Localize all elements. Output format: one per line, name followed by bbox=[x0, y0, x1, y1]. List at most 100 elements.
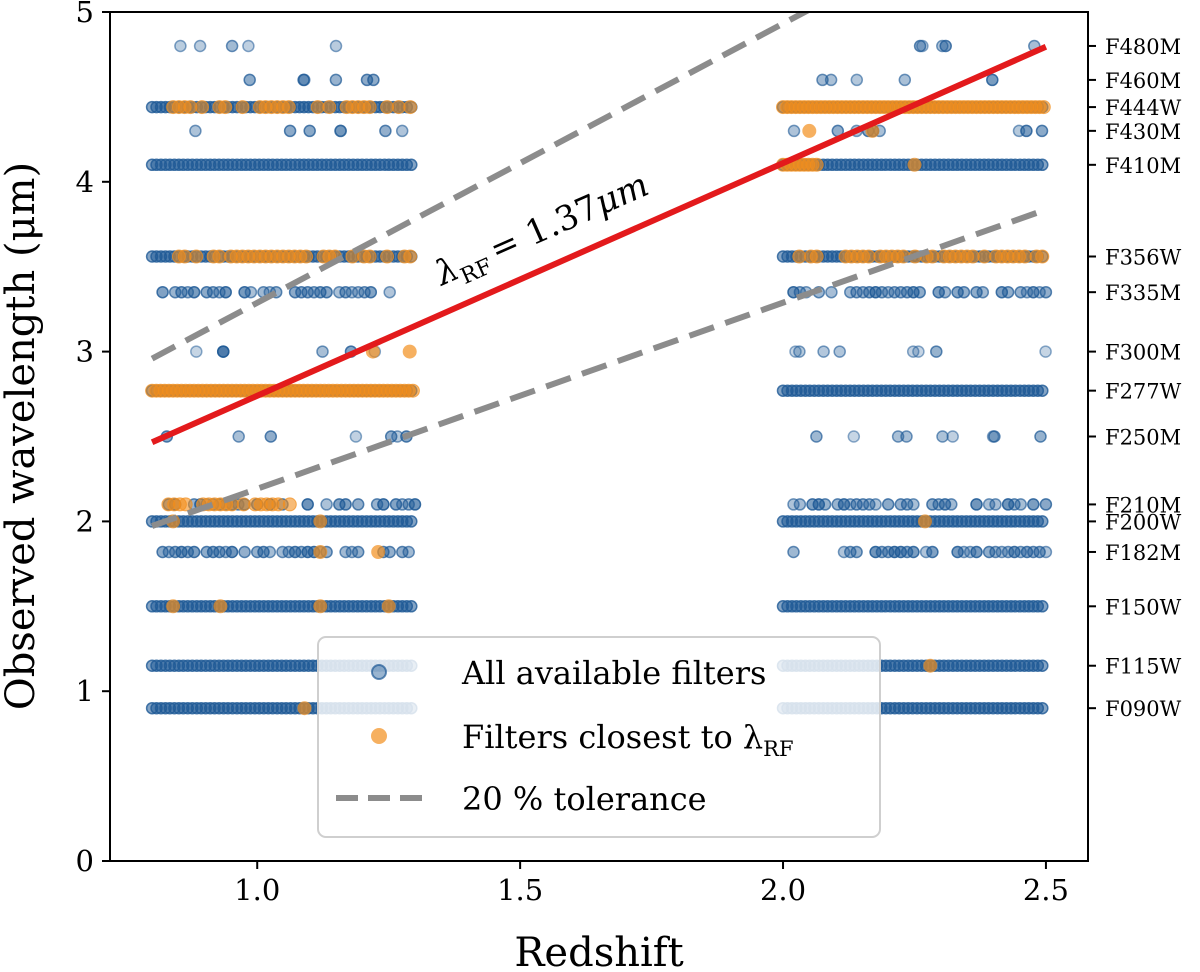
point-closest-2 bbox=[166, 599, 181, 614]
point-all-f210m bbox=[1039, 498, 1053, 511]
point-all-f210m bbox=[301, 498, 314, 511]
point-all-f335m bbox=[951, 285, 964, 299]
x-tick-label: 1.0 bbox=[234, 873, 280, 907]
filter-label-f277w: F277W bbox=[1105, 380, 1182, 404]
point-all-f460m bbox=[367, 73, 380, 87]
point-all-f335m bbox=[825, 285, 838, 299]
point-all-f480m bbox=[913, 39, 927, 53]
point-closest-band-6 bbox=[809, 249, 824, 264]
point-all-f182m bbox=[1008, 545, 1021, 559]
point-all-f210m bbox=[970, 498, 983, 511]
point-all-f335m bbox=[875, 285, 889, 299]
point-closest-band-6 bbox=[792, 249, 807, 264]
point-all-f335m bbox=[957, 285, 971, 299]
filter-label-f200w: F200W bbox=[1105, 510, 1182, 534]
point-all-f335m bbox=[1039, 285, 1053, 299]
point-all-f430m bbox=[189, 124, 202, 138]
y-tick-label: 3 bbox=[76, 335, 94, 369]
point-all-f182m bbox=[844, 545, 857, 559]
filter-label-f430m: F430M bbox=[1105, 120, 1181, 144]
point-all-f210m bbox=[389, 498, 403, 511]
point-all-f335m bbox=[850, 285, 863, 299]
point-all-f210m bbox=[881, 498, 895, 511]
point-all-f250m bbox=[810, 430, 823, 443]
point-all-f210m bbox=[1008, 498, 1021, 511]
legend-label-closest-filters: Filters closest to λRF bbox=[462, 718, 794, 761]
point-closest-band-6 bbox=[861, 249, 876, 264]
point-all-f182m bbox=[383, 545, 396, 559]
point-closest-12 bbox=[402, 344, 417, 359]
filter-label-f150w: F150W bbox=[1105, 595, 1182, 619]
point-all-f182m bbox=[1020, 545, 1034, 559]
point-all-f335m bbox=[1027, 285, 1040, 299]
point-all-f335m bbox=[995, 285, 1009, 299]
point-all-f277w bbox=[1036, 384, 1049, 397]
point-closest-band-1 bbox=[380, 249, 395, 264]
point-all-f460m bbox=[850, 73, 864, 87]
point-all-f250m bbox=[232, 430, 245, 443]
point-closest-5 bbox=[381, 599, 396, 614]
point-all-f210m bbox=[1027, 498, 1040, 511]
point-all-f335m bbox=[351, 285, 365, 299]
legend-marker-all-filters bbox=[371, 664, 387, 680]
point-all-f250m bbox=[349, 430, 363, 443]
point-all-f430m bbox=[1035, 124, 1049, 138]
point-all-f480m bbox=[193, 39, 207, 53]
point-all-f430m bbox=[395, 124, 409, 138]
point-all-f300m bbox=[930, 345, 943, 358]
point-all-f430m bbox=[379, 124, 392, 138]
point-all-f300m bbox=[833, 345, 846, 358]
point-all-f210m bbox=[945, 498, 958, 511]
point-all-f300m bbox=[1039, 345, 1052, 358]
point-all-f335m bbox=[364, 285, 378, 299]
point-all-f182m bbox=[907, 545, 920, 559]
point-all-f182m bbox=[926, 545, 939, 559]
point-closest-band-1 bbox=[362, 249, 377, 264]
point-all-f300m bbox=[912, 345, 925, 358]
point-all-f182m bbox=[970, 545, 983, 559]
legend-label-closest-main: Filters closest to λ bbox=[462, 718, 763, 756]
point-all-f335m bbox=[888, 285, 901, 299]
y-tick-label: 4 bbox=[76, 165, 94, 199]
point-all-f182m bbox=[1027, 545, 1040, 559]
point-closest-band-4 bbox=[1036, 100, 1051, 115]
point-all-f335m bbox=[976, 285, 990, 299]
scatter-points bbox=[145, 39, 1053, 716]
point-all-f300m bbox=[190, 345, 203, 358]
point-all-f182m bbox=[957, 545, 971, 559]
filter-label-f410m: F410M bbox=[1105, 154, 1181, 178]
point-closest-band-1 bbox=[299, 249, 314, 264]
point-all-f210m bbox=[812, 498, 826, 511]
point-closest-3 bbox=[213, 599, 228, 614]
point-all-f090w bbox=[1036, 701, 1049, 715]
point-closest-band-2 bbox=[183, 100, 198, 115]
point-all-f335m bbox=[932, 285, 945, 299]
point-all-f182m bbox=[187, 545, 201, 559]
y-tick-label: 2 bbox=[76, 504, 94, 538]
point-all-f335m bbox=[881, 285, 895, 299]
point-closest-band-1 bbox=[403, 249, 418, 264]
point-all-f300m bbox=[817, 345, 830, 358]
point-closest-band-2 bbox=[281, 100, 296, 115]
rest-frame-line bbox=[150, 44, 1048, 446]
point-all-f335m bbox=[869, 285, 882, 299]
point-closest-4 bbox=[313, 599, 328, 614]
point-closest-band-2 bbox=[403, 100, 418, 115]
point-all-f210m bbox=[818, 498, 832, 511]
point-all-f182m bbox=[995, 545, 1009, 559]
y-tick-label: 5 bbox=[76, 0, 94, 29]
point-all-f210m bbox=[900, 498, 914, 511]
point-all-f210m bbox=[907, 498, 920, 511]
point-all-f210m bbox=[938, 498, 952, 511]
filter-label-f460m: F460M bbox=[1105, 69, 1181, 93]
point-all-f335m bbox=[333, 285, 346, 299]
y-tick-label: 1 bbox=[76, 674, 94, 708]
point-all-f335m bbox=[187, 285, 201, 299]
point-all-f182m bbox=[156, 545, 169, 559]
point-all-f430m bbox=[1020, 124, 1033, 138]
point-all-f335m bbox=[206, 285, 220, 299]
point-all-f182m bbox=[989, 545, 1002, 559]
point-all-f335m bbox=[288, 285, 302, 299]
point-all-f210m bbox=[926, 498, 939, 511]
